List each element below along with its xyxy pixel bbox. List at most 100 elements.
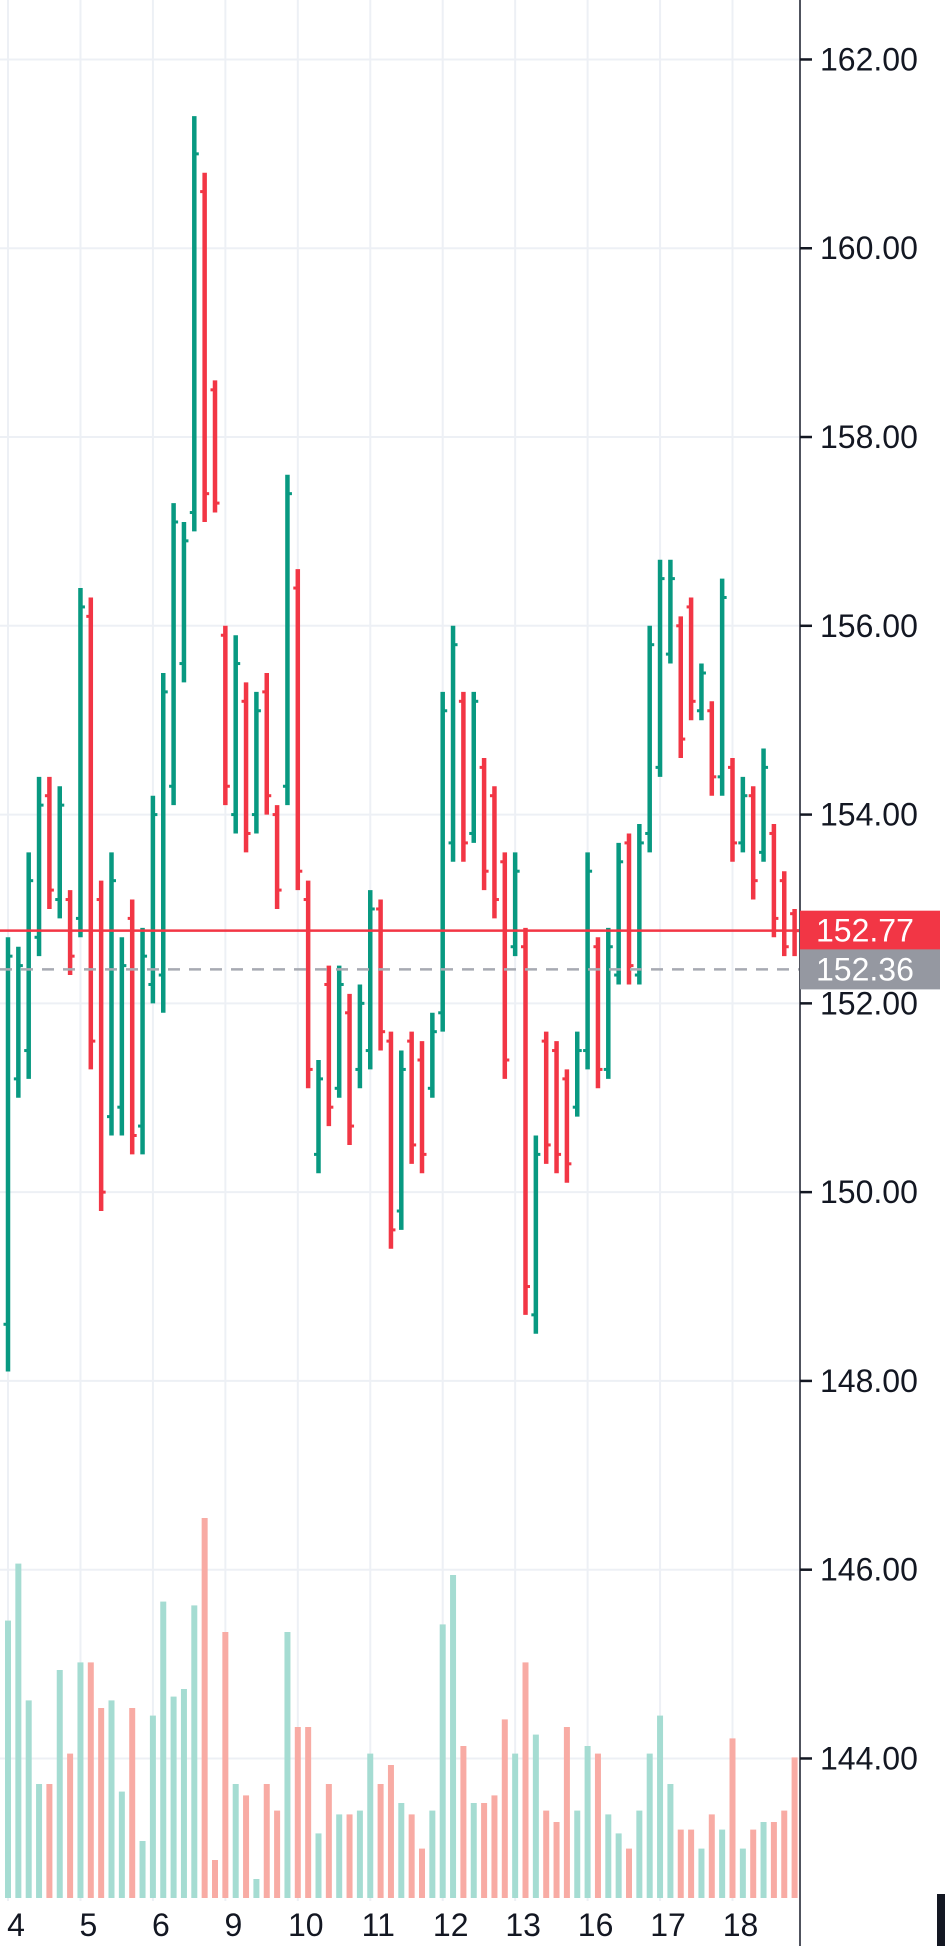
- volume-bar: [67, 1753, 74, 1898]
- volume-bar: [377, 1784, 384, 1898]
- volume-bar: [46, 1784, 53, 1898]
- price-tick-label: 154.00: [820, 797, 918, 833]
- last-price-badge: [800, 910, 940, 951]
- volume-bar: [201, 1518, 208, 1898]
- volume-bar: [646, 1753, 653, 1898]
- volume-bar: [253, 1879, 260, 1898]
- volume-bar: [450, 1575, 457, 1898]
- volume-bar: [232, 1784, 239, 1898]
- volume-bar: [139, 1841, 146, 1898]
- volume-bar: [636, 1810, 643, 1898]
- volume-bar: [294, 1727, 301, 1898]
- volume-bar: [491, 1795, 498, 1898]
- price-axis[interactable]: 162.00 160.00 158.00 156.00 154.00 152.00 150.…: [799, 0, 940, 1946]
- volume-bar: [781, 1810, 788, 1898]
- volume-bar: [191, 1605, 198, 1898]
- time-tick-label: 18: [723, 1907, 759, 1943]
- volume-bar: [263, 1784, 270, 1898]
- price-tick-label: 150.00: [820, 1174, 918, 1210]
- ohlc-layer: [3, 116, 800, 1372]
- volume-bar: [129, 1708, 136, 1898]
- volume-bar: [284, 1632, 291, 1898]
- volume-bar: [398, 1803, 405, 1898]
- volume-bar: [118, 1791, 125, 1898]
- volume-bar: [584, 1746, 591, 1898]
- volume-bar: [77, 1662, 84, 1898]
- time-tick-label: 10: [288, 1907, 324, 1943]
- volume-bar: [243, 1795, 250, 1898]
- volume-bar: [25, 1700, 32, 1898]
- volume-bar: [170, 1696, 177, 1898]
- volume-bar: [688, 1829, 695, 1898]
- volume-bar: [574, 1810, 581, 1898]
- volume-bar: [615, 1833, 622, 1898]
- volume-bar: [729, 1738, 736, 1898]
- volume-bar: [149, 1715, 156, 1898]
- volume-bar: [512, 1753, 519, 1898]
- volume-bar: [387, 1765, 394, 1898]
- time-tick-label: 4: [7, 1907, 25, 1943]
- volume-bar: [356, 1810, 363, 1898]
- volume-bar: [160, 1601, 167, 1898]
- time-tick-label: 13: [505, 1907, 541, 1943]
- price-tick-label: 148.00: [820, 1363, 918, 1399]
- volume-bar: [698, 1848, 705, 1898]
- volume-bar: [543, 1810, 550, 1898]
- volume-bar: [429, 1810, 436, 1898]
- volume-bar: [563, 1727, 570, 1898]
- volume-bar: [750, 1829, 757, 1898]
- volume-bar: [5, 1620, 11, 1898]
- volume-bar: [657, 1715, 664, 1898]
- volume-bar: [439, 1624, 446, 1898]
- volume-bar: [460, 1746, 467, 1898]
- volume-bar: [315, 1833, 322, 1898]
- volume-bar: [222, 1632, 229, 1898]
- volume-bar: [367, 1753, 374, 1898]
- volume-bar: [481, 1803, 488, 1898]
- time-tick-label: 9: [224, 1907, 242, 1943]
- price-tick-label: 160.00: [820, 230, 918, 266]
- volume-bar: [739, 1848, 746, 1898]
- volume-bar: [677, 1829, 684, 1898]
- volume-bar: [708, 1814, 715, 1898]
- volume-bar: [87, 1662, 94, 1898]
- price-tick-label: 144.00: [820, 1740, 918, 1776]
- volume-bar: [419, 1848, 425, 1898]
- time-tick-label: 12: [433, 1907, 469, 1943]
- price-tick-label: 158.00: [820, 419, 918, 455]
- price-tick-label: 152.00: [820, 985, 918, 1021]
- volume-bar: [346, 1814, 353, 1898]
- price-lines-layer: [0, 929, 800, 971]
- volume-bar: [770, 1822, 777, 1898]
- prev-close-badge: [800, 949, 940, 990]
- price-tick-label: 162.00: [820, 41, 918, 77]
- time-tick-label: 5: [80, 1907, 98, 1943]
- volume-bar: [605, 1814, 612, 1898]
- prev-close-badge-label: 152.36: [816, 951, 914, 987]
- volume-bar: [305, 1727, 312, 1898]
- volume-bar: [408, 1814, 415, 1898]
- time-axis[interactable]: 4 5 6 9 10 11 12 13 16 17 18: [7, 1894, 945, 1946]
- volume-bar: [532, 1734, 539, 1898]
- volume-bar: [108, 1700, 115, 1898]
- volume-bar: [470, 1803, 477, 1898]
- time-tick-label: 16: [578, 1907, 614, 1943]
- volume-bar: [15, 1563, 22, 1898]
- volume-bar: [180, 1689, 187, 1898]
- volume-bar: [719, 1829, 726, 1898]
- volume-bar: [336, 1814, 343, 1898]
- volume-bar: [626, 1848, 632, 1898]
- volume-bar: [36, 1784, 43, 1898]
- volume-bar: [760, 1822, 767, 1898]
- price-tick-label: 156.00: [820, 608, 918, 644]
- volume-bar: [501, 1719, 508, 1898]
- volume-bar: [274, 1810, 281, 1898]
- volume-bar: [212, 1860, 218, 1898]
- time-tick-label: 6: [152, 1907, 170, 1943]
- volume-bar: [98, 1708, 105, 1898]
- volume-layer: [5, 1518, 798, 1898]
- volume-bar: [56, 1670, 63, 1898]
- time-tick-label: 17: [650, 1907, 686, 1943]
